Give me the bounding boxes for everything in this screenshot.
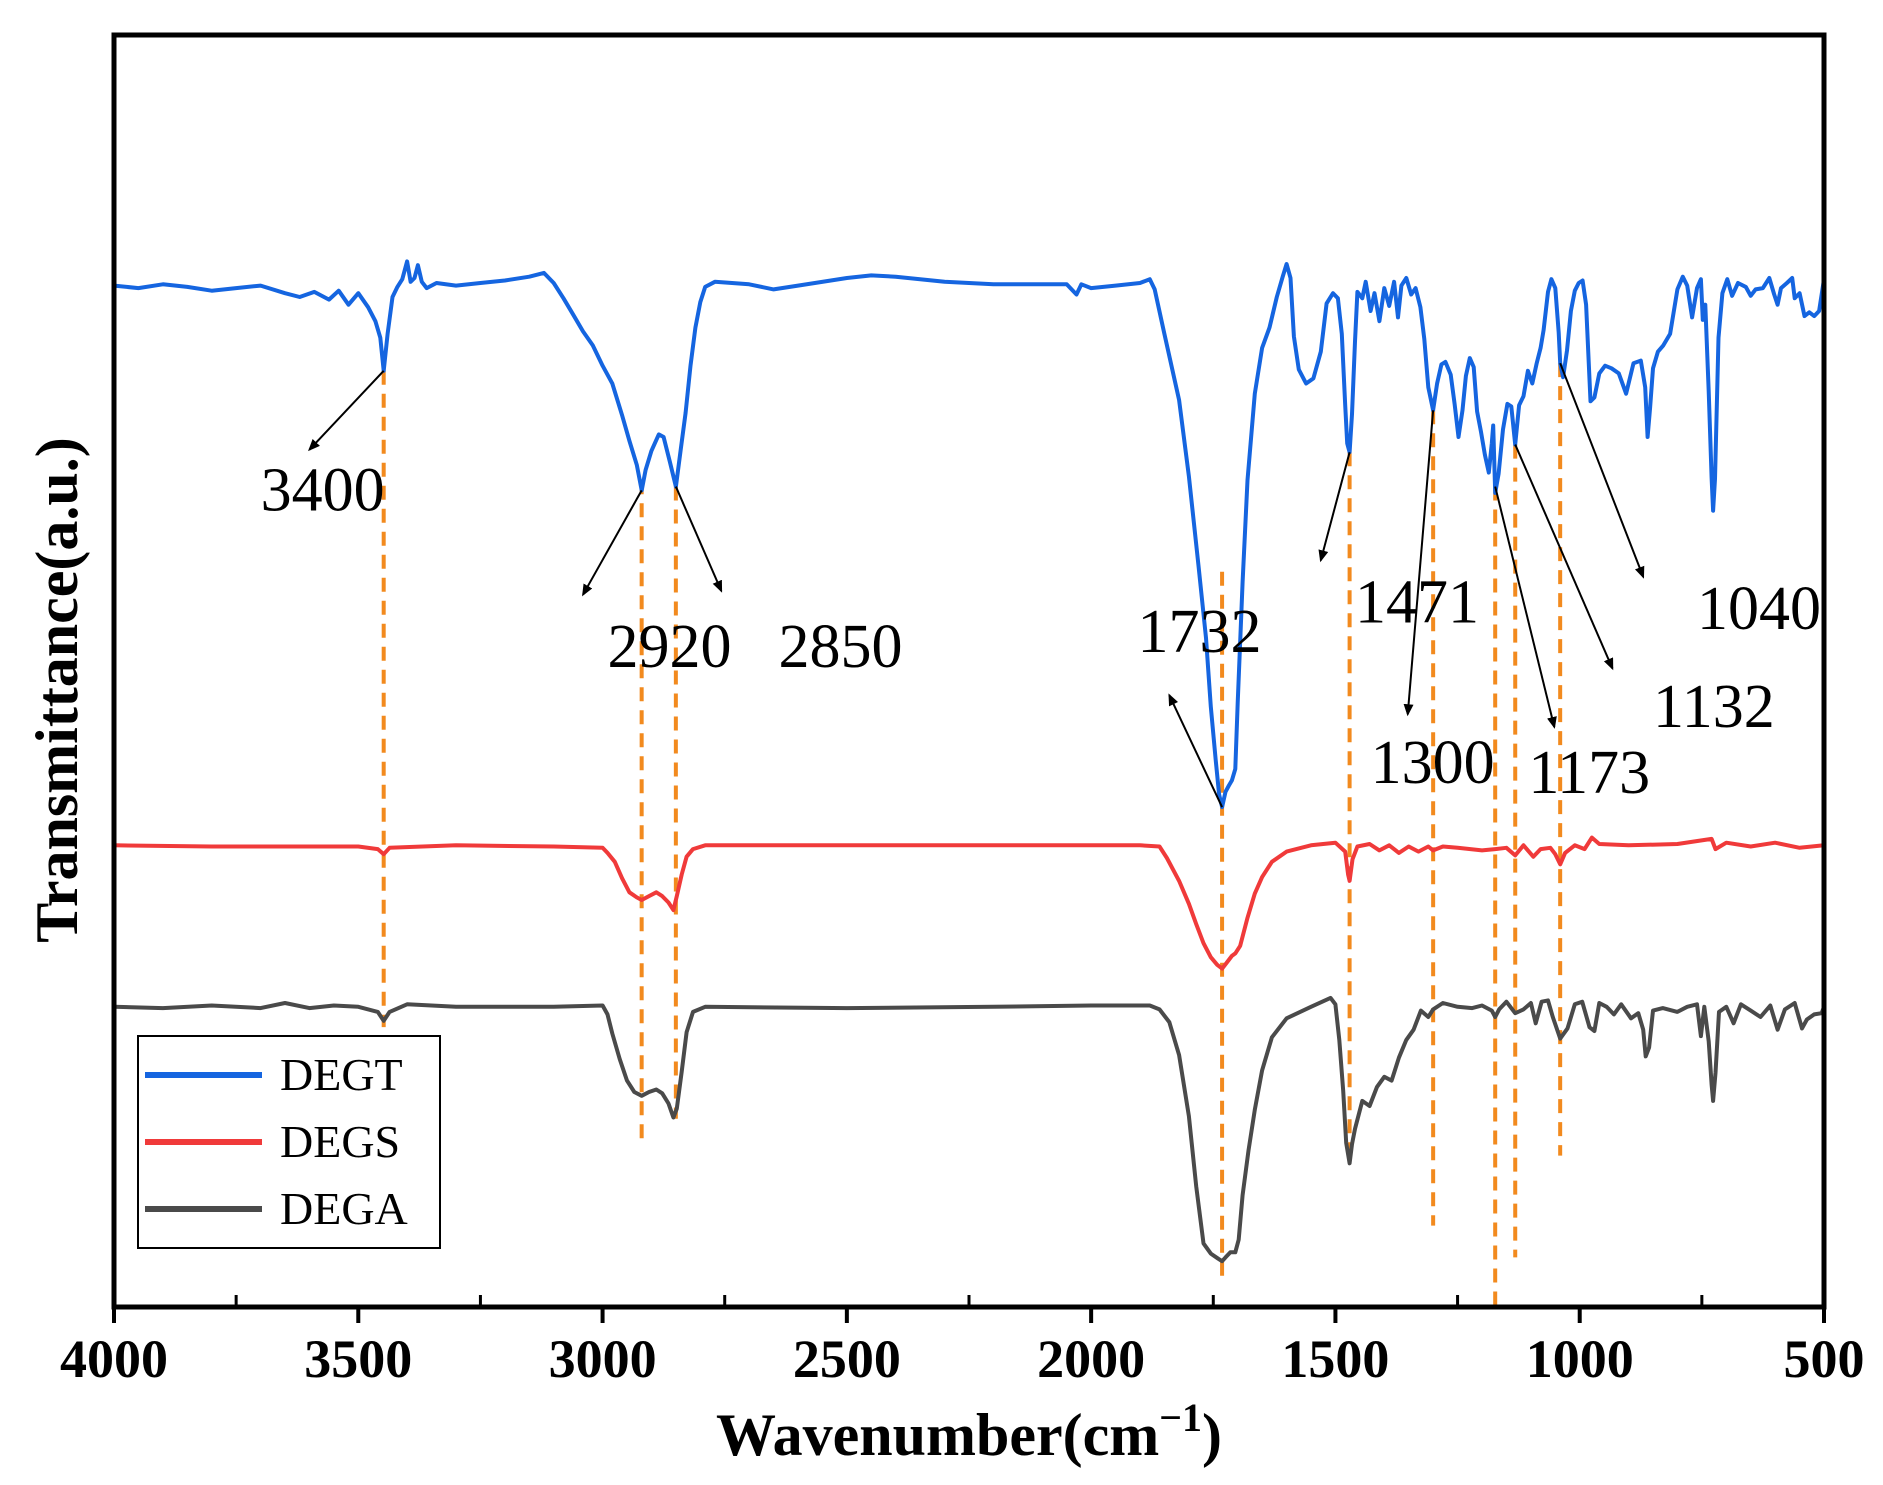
annotation-label-1132: 1132 <box>1653 673 1775 741</box>
annotation-arrow-2920 <box>582 489 643 597</box>
annotation-arrow-1732 <box>1168 693 1223 808</box>
x-tick-label: 3500 <box>304 1329 412 1389</box>
annotation-label-1173: 1173 <box>1528 739 1650 807</box>
annotation-label-3400: 3400 <box>261 457 385 525</box>
x-tick-label: 1000 <box>1526 1329 1634 1389</box>
x-ticks-layer: 4000 3500 3000 2500 2000 1500 1000 500 <box>60 1295 1865 1389</box>
x-tick-label: 1500 <box>1281 1329 1389 1389</box>
annotation-arrow-1040 <box>1559 362 1645 579</box>
annotation-arrow-1132 <box>1514 444 1614 671</box>
annotation-label-2920: 2920 <box>607 613 731 681</box>
series-layer <box>113 259 1826 1264</box>
legend-label-degs: DEGS <box>280 1116 400 1167</box>
series-line-dega <box>113 995 1826 1264</box>
x-tick-label: 500 <box>1784 1329 1865 1389</box>
annotation-label-1040: 1040 <box>1697 575 1821 643</box>
legend-label-dega: DEGA <box>280 1183 408 1234</box>
annotation-label-1300: 1300 <box>1371 729 1495 797</box>
x-axis-title: Wavenumber(cm−1) <box>716 1395 1222 1468</box>
annotation-arrow-1471 <box>1318 451 1351 563</box>
annotation-label-1471: 1471 <box>1355 569 1479 637</box>
annotation-label-1732: 1732 <box>1138 598 1262 666</box>
annotation-arrow-2850 <box>674 486 723 593</box>
x-tick-label: 2500 <box>793 1329 901 1389</box>
series-line-degs <box>113 835 1825 971</box>
x-tick-label: 3000 <box>549 1329 657 1389</box>
y-axis-title: Transmittance(a.u.) <box>24 437 90 943</box>
annotation-label-2850: 2850 <box>778 613 902 681</box>
annotation-arrow-1173 <box>1494 486 1557 729</box>
annotation-arrows-layer <box>308 362 1645 808</box>
x-tick-label: 2000 <box>1037 1329 1145 1389</box>
series-line-degt <box>113 259 1826 810</box>
annotation-arrow-1300 <box>1403 410 1435 717</box>
guide-lines-layer <box>381 363 1563 1307</box>
annotation-arrow-3400 <box>308 370 385 452</box>
legend: DEGT DEGS DEGA <box>137 1035 441 1249</box>
x-tick-label: 4000 <box>60 1329 168 1389</box>
legend-label-degt: DEGT <box>280 1049 403 1100</box>
